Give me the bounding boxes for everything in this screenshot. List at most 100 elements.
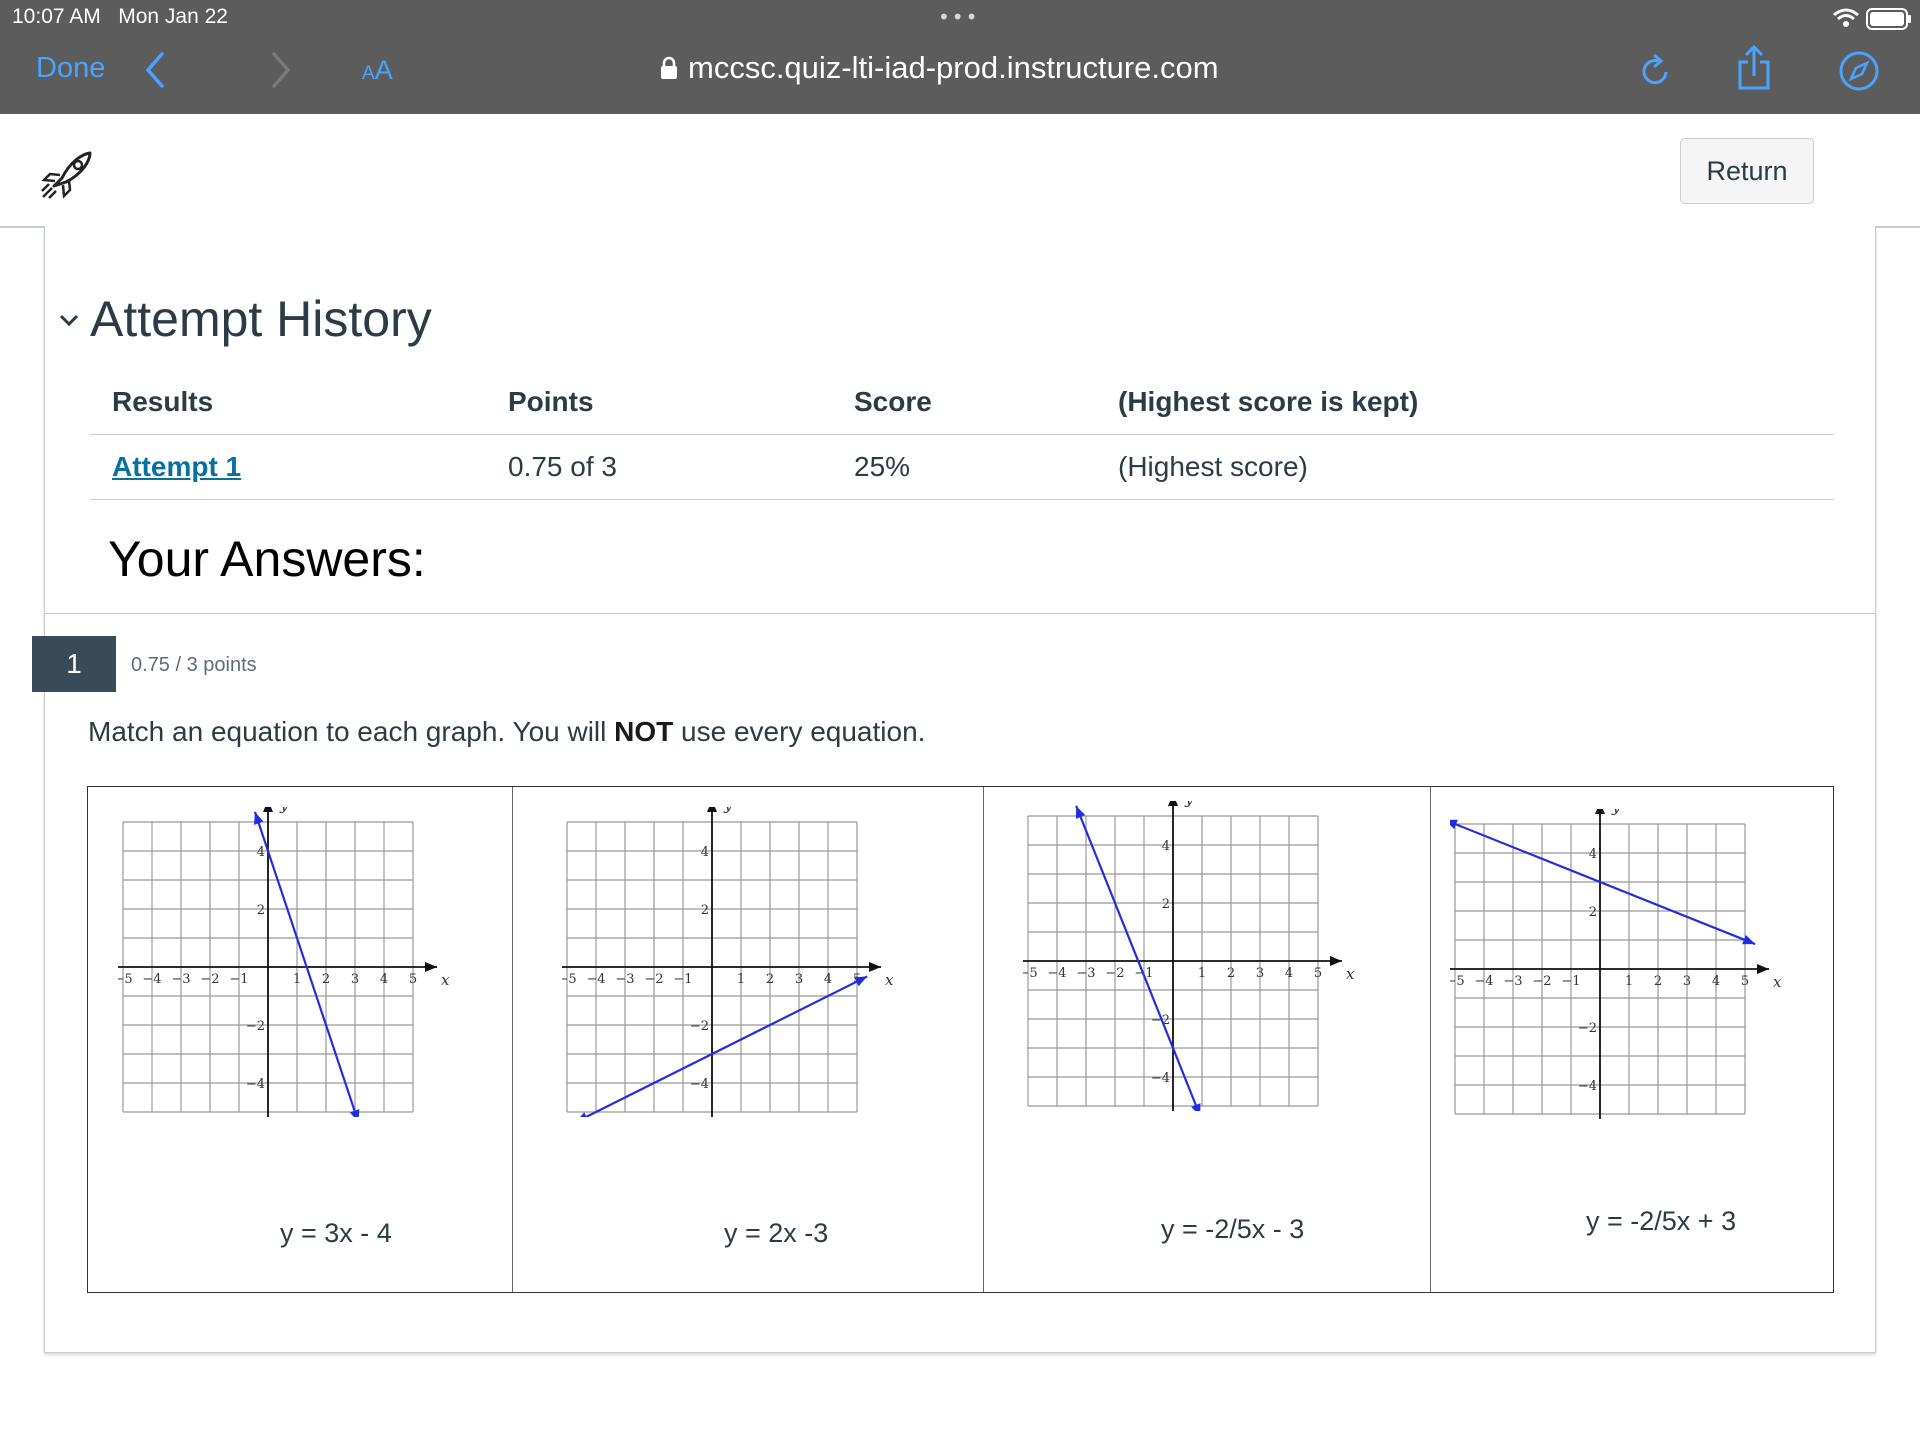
y-tick-label: −2 — [690, 1019, 709, 1034]
x-tick-label: −5 — [1023, 966, 1038, 981]
x-axis-arrow — [869, 962, 881, 972]
app-header: Return — [0, 114, 1920, 228]
done-button[interactable]: Done — [36, 52, 106, 84]
x-tick-label: 3 — [795, 972, 803, 987]
question-number: 1 — [32, 636, 116, 692]
y-axis-label: y — [1611, 809, 1621, 816]
question-text-bold: NOT — [614, 716, 674, 747]
graph-cell-4: −5 −4 −3 −2 −1 1 2 3 4 5 4 2 −2 −4 x y y = -2/5x + 3 — [1430, 787, 1832, 1292]
coordinate-graph-4: −5 −4 −3 −2 −1 1 2 3 4 5 4 2 −2 −4 x y — [1450, 809, 1782, 1119]
x-tick-label: −5 — [562, 972, 577, 987]
y-axis-arrow — [1595, 809, 1605, 814]
url-text: mccsc.quiz-lti-iad-prod.instructure.com — [688, 50, 1219, 85]
x-tick-label: 5 — [1741, 974, 1749, 989]
line-arrowhead — [580, 1112, 587, 1117]
y-axis-arrow — [263, 807, 273, 812]
column-header-score: Score — [854, 386, 932, 417]
wifi-icon — [1833, 8, 1859, 27]
answer-box-2: y = 2x -3 — [630, 1191, 866, 1275]
answer-text-4: y = -2/5x + 3 — [1574, 1179, 1770, 1263]
y-axis-arrow — [707, 807, 717, 812]
line-arrowhead — [349, 1109, 360, 1117]
line-arrowhead — [254, 811, 264, 825]
aa-big: A — [374, 55, 393, 85]
question-text: Match an equation to each graph. You wil… — [88, 716, 925, 748]
attempt-1-link[interactable]: Attempt 1 — [112, 451, 242, 482]
x-tick-label: −4 — [1047, 966, 1066, 981]
plotted-line — [1450, 820, 1756, 946]
browser-chrome: 10:07 AM Mon Jan 22 ••• Done AA mccsc.qu… — [0, 0, 1920, 114]
x-axis-arrow — [425, 962, 437, 972]
your-answers-heading: Your Answers: — [108, 531, 426, 587]
x-tick-label: 1 — [1625, 974, 1633, 989]
line-arrowhead — [1742, 934, 1756, 945]
y-tick-label: −2 — [1151, 1013, 1170, 1028]
forward-chevron-icon[interactable] — [270, 50, 292, 90]
y-tick-label: −4 — [1151, 1071, 1170, 1086]
y-tick-label: 4 — [1589, 847, 1597, 862]
x-tick-label: 5 — [409, 972, 417, 987]
plotted-line — [583, 975, 868, 1117]
y-tick-label: 4 — [257, 845, 265, 860]
x-axis-arrow — [1330, 956, 1342, 966]
x-tick-label: −3 — [1503, 974, 1522, 989]
x-tick-label: −3 — [171, 972, 190, 987]
x-tick-label: 3 — [1256, 966, 1264, 981]
x-tick-label: −1 — [229, 972, 248, 987]
attempt-cell: Attempt 1 — [112, 435, 241, 499]
reader-text-size-button[interactable]: AA — [362, 55, 393, 86]
answer-text-1: y = 3x - 4 — [268, 1191, 422, 1275]
y-tick-label: 2 — [1162, 897, 1170, 912]
incorrect-x-icon — [186, 1191, 268, 1275]
x-tick-label: 1 — [737, 972, 745, 987]
share-icon[interactable] — [1736, 44, 1772, 92]
return-button[interactable]: Return — [1680, 138, 1814, 204]
x-tick-label: 3 — [1683, 974, 1691, 989]
line-arrowhead — [1075, 805, 1086, 819]
y-tick-label: 2 — [1589, 905, 1597, 920]
y-tick-label: 2 — [701, 903, 709, 918]
line-arrowhead — [1191, 1103, 1201, 1111]
incorrect-x-icon — [1067, 1187, 1149, 1271]
x-axis-label: x — [1346, 965, 1355, 983]
line-arrowhead — [1450, 819, 1458, 830]
chevron-down-icon[interactable] — [58, 312, 80, 328]
x-tick-label: −4 — [142, 972, 161, 987]
multitasking-dots[interactable]: ••• — [938, 5, 980, 29]
quiz-results-card — [44, 226, 1876, 1353]
x-tick-label: −5 — [1450, 974, 1465, 989]
incorrect-x-icon — [630, 1191, 712, 1275]
attempt-history-table: Results Points Score (Highest score is k… — [90, 370, 1834, 500]
aa-small: A — [362, 63, 375, 84]
question-points: 0.75 / 3 points — [131, 654, 257, 676]
reload-icon[interactable] — [1638, 50, 1674, 90]
x-tick-label: 2 — [322, 972, 330, 987]
table-row: Attempt 1 0.75 of 3 25% (Highest score) — [90, 435, 1834, 500]
compass-icon[interactable] — [1838, 50, 1880, 92]
plotted-line — [1075, 805, 1200, 1111]
attempt-history-title[interactable]: Attempt History — [90, 291, 432, 347]
x-tick-label: 4 — [824, 972, 832, 987]
x-tick-label: −2 — [1532, 974, 1551, 989]
x-axis-arrow — [1757, 964, 1769, 974]
status-time-value: 10:07 AM — [12, 5, 101, 28]
y-axis-label: y — [723, 807, 733, 814]
x-tick-label: −1 — [673, 972, 692, 987]
y-axis-arrow — [1168, 801, 1178, 806]
back-chevron-icon[interactable] — [144, 50, 166, 90]
correct-check-icon — [1492, 1179, 1574, 1263]
note-cell: (Highest score) — [1118, 451, 1308, 482]
answer-box-4: y = -2/5x + 3 — [1492, 1179, 1770, 1263]
x-tick-label: 2 — [766, 972, 774, 987]
x-tick-label: −4 — [586, 972, 605, 987]
x-tick-label: −4 — [1474, 974, 1493, 989]
column-header-points: Points — [508, 386, 594, 417]
x-tick-label: −2 — [644, 972, 663, 987]
x-tick-label: 2 — [1227, 966, 1235, 981]
x-tick-label: −2 — [1105, 966, 1124, 981]
y-axis-label: y — [1184, 801, 1194, 808]
address-bar[interactable]: mccsc.quiz-lti-iad-prod.instructure.com — [660, 50, 1219, 86]
